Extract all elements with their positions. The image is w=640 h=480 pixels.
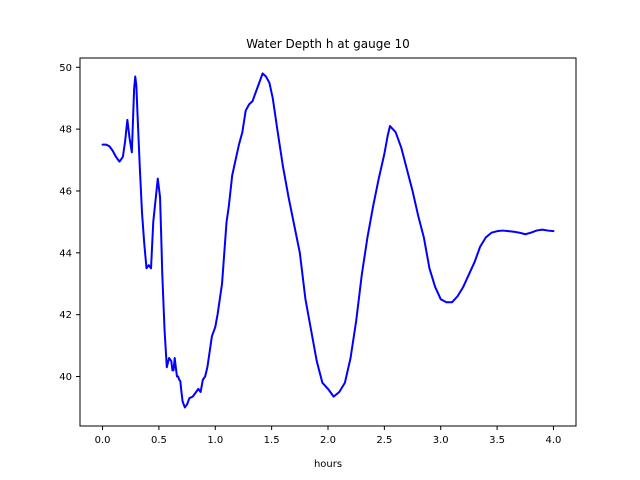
x-axis-title: hours: [314, 459, 342, 470]
y-tick-label: 50: [59, 63, 72, 74]
y-tick-label: 46: [59, 186, 72, 197]
x-tick-label: 3.5: [489, 435, 505, 446]
x-tick-label: 1.5: [264, 435, 280, 446]
x-tick-label: 1.0: [207, 435, 223, 446]
x-tick-label: 4.0: [546, 435, 562, 446]
x-tick-label: 0.5: [151, 435, 167, 446]
x-tick-label: 2.5: [376, 435, 392, 446]
y-tick-label: 44: [59, 248, 72, 259]
x-tick-label: 0.0: [95, 435, 111, 446]
plot-area-data: [101, 72, 555, 409]
x-tick-label: 3.0: [433, 435, 449, 446]
plot-frame: [79, 57, 577, 427]
y-tick-label: 48: [59, 125, 72, 136]
series-line-0: [101, 72, 555, 409]
axes: 0.0 0.5 1.0 1.5 2.0 2.5 3.0 3.5 4.0 40 42 44 46 48 50: [59, 57, 577, 446]
y-tick-label: 42: [59, 310, 72, 321]
chart-title: Water Depth h at gauge 10: [246, 37, 410, 51]
x-tick-label: 2.0: [320, 435, 336, 446]
y-tick-label: 40: [59, 372, 72, 383]
